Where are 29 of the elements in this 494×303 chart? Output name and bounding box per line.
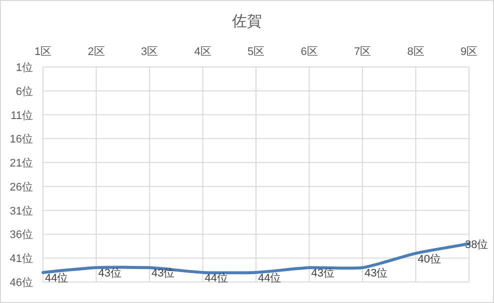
data-label: 43位 <box>364 268 388 280</box>
y-tick-label: 16位 <box>10 134 33 146</box>
x-tick-label: 2区 <box>88 46 105 58</box>
y-tick-label: 21位 <box>10 158 33 170</box>
x-tick-label: 5区 <box>247 46 265 58</box>
y-tick-label: 6位 <box>16 86 33 98</box>
x-tick-label: 7区 <box>354 46 372 58</box>
x-tick-label: 8区 <box>407 46 424 58</box>
y-tick-label: 11位 <box>10 110 33 122</box>
data-label: 44位 <box>258 272 282 284</box>
data-label: 44位 <box>45 272 68 284</box>
y-tick-label: 31位 <box>10 205 33 218</box>
data-label: 38位 <box>465 238 488 251</box>
x-tick-label: 1区 <box>34 46 52 58</box>
x-tick-label: 9区 <box>460 46 478 58</box>
chart-title: 佐賀 <box>232 13 262 30</box>
data-label: 43位 <box>152 268 175 280</box>
x-tick-label: 6区 <box>300 46 318 58</box>
y-tick-label: 26位 <box>10 181 33 194</box>
data-label: 43位 <box>311 268 334 280</box>
y-tick-label: 1位 <box>16 62 33 74</box>
data-label: 44位 <box>204 272 228 284</box>
x-tick-label: 3区 <box>140 46 158 58</box>
data-label: 43位 <box>98 268 122 280</box>
y-tick-label: 46位 <box>10 277 33 289</box>
y-tick-label: 36位 <box>10 229 33 242</box>
x-tick-label: 4区 <box>194 46 212 58</box>
y-tick-label: 41位 <box>10 253 33 266</box>
data-label: 40位 <box>418 253 441 266</box>
